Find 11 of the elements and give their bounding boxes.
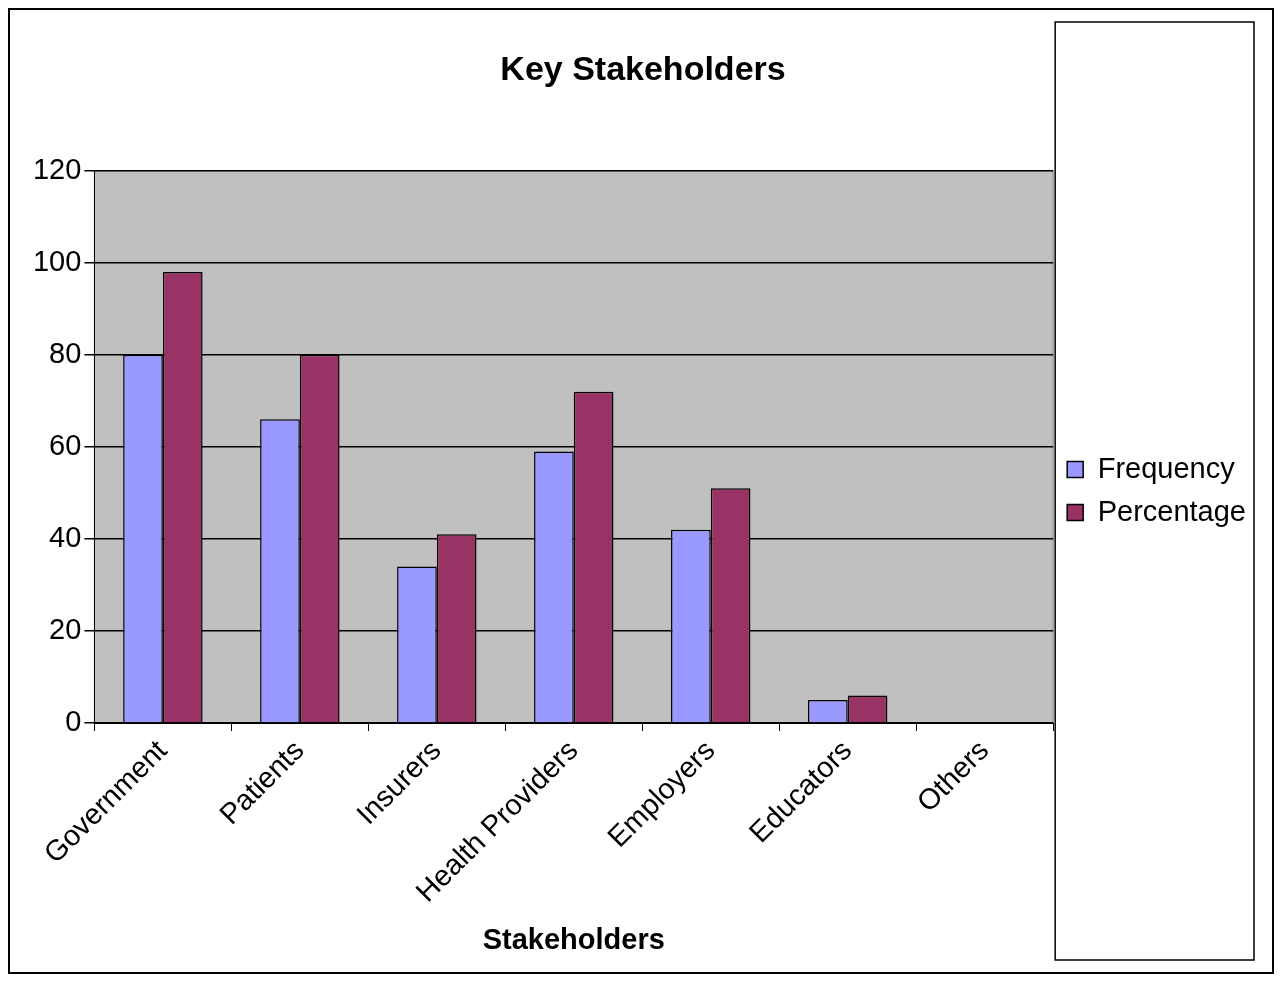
chart-title: Key Stakeholders	[500, 48, 786, 87]
y-tick-label: 80	[49, 336, 82, 369]
legend-label: Frequency	[1097, 451, 1236, 484]
y-tick-label: 100	[32, 244, 82, 277]
y-tick-label: 40	[49, 520, 82, 553]
y-tick-label: 120	[32, 152, 82, 185]
legend-label: Percentage	[1097, 494, 1246, 527]
x-axis-title: Stakeholders	[482, 922, 665, 955]
y-tick-label: 20	[49, 612, 82, 645]
y-tick-label: 60	[49, 428, 82, 461]
y-tick-label: 0	[65, 705, 82, 738]
